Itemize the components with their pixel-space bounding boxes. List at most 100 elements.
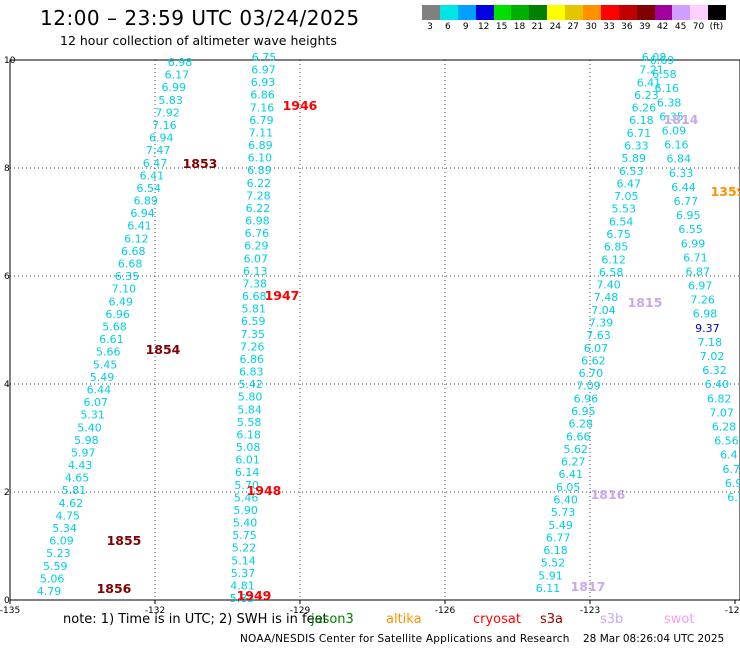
wave-height-value: 6.77	[546, 531, 571, 544]
wave-height-value: 6.47	[617, 177, 642, 190]
wave-height-value: 6.41	[637, 76, 662, 89]
wave-height-value: 7.05	[614, 190, 639, 203]
pass-time-label: 1855	[107, 533, 142, 548]
wave-height-value: 4.79	[37, 585, 62, 598]
wave-height-value: 6.71	[627, 127, 652, 140]
wave-height-value: 6.68	[242, 290, 267, 303]
wave-height-value: 6.47	[143, 157, 168, 170]
wave-height-value: 5.37	[231, 567, 256, 580]
map-subtitle: 12 hour collection of altimeter wave hei…	[60, 33, 337, 48]
lon-tick-label: -123	[580, 606, 600, 616]
legend-label: 33	[603, 22, 615, 32]
wave-height-value: 7.26	[240, 340, 265, 353]
wave-height-value: 5.98	[74, 434, 99, 447]
wave-height-value: 6.27	[561, 456, 586, 469]
legend-swatch	[511, 5, 530, 20]
legend-swatch	[565, 5, 584, 20]
wave-height-value: 6.09	[662, 124, 687, 137]
wave-height-value: 5.40	[233, 517, 258, 530]
lon-tick-label: -132	[145, 606, 165, 616]
wave-height-value: 5.75	[232, 529, 257, 542]
wave-height-value: 6.23	[634, 89, 659, 102]
wave-height-value: 5.73	[551, 506, 576, 519]
pass-time-label: 1946	[283, 98, 318, 113]
legend-swatch	[457, 5, 476, 20]
wave-height-value: 7.21	[639, 64, 664, 77]
wave-height-value: 6.07	[584, 342, 609, 355]
satellite-legend-cryosat: cryosat	[473, 612, 521, 627]
pass-time-label: 1856	[97, 581, 132, 596]
wave-height-value: 5.97	[71, 446, 96, 459]
wave-height-value: 7.48	[594, 291, 619, 304]
pass-time-label: 1359	[711, 184, 740, 199]
legend-swatch	[529, 5, 548, 20]
map-frame	[9, 59, 740, 601]
wave-height-value: 7.28	[246, 189, 271, 202]
wave-height-value: 6.49	[108, 295, 133, 308]
wave-height-value: 6.85	[604, 241, 629, 254]
wave-height-value: 7.16	[250, 101, 275, 114]
wave-height-value: 6.62	[581, 354, 606, 367]
wave-height-value: 6.56	[714, 435, 739, 448]
legend-swatch	[547, 5, 566, 20]
wave-height-value: 5.70	[234, 479, 259, 492]
wave-height-value: 6.99	[162, 81, 187, 94]
wave-height-value: 6.58	[652, 68, 677, 81]
wave-height-value: 5.58	[237, 416, 262, 429]
lat-tick-label: 4	[4, 380, 10, 390]
wave-height-value: 6.9	[725, 477, 740, 490]
legend-label: 9	[462, 22, 469, 32]
wave-height-value: 5.22	[232, 542, 257, 555]
legend-swatch	[493, 5, 512, 20]
lon-tick-label: -126	[435, 606, 456, 616]
footer-date: 28 Mar 08:26:04 UTC 2025	[583, 633, 725, 645]
lat-tick-label: 8	[4, 164, 10, 174]
wave-height-value: 6.87	[686, 265, 711, 278]
wave-height-value: 6.41	[558, 468, 583, 481]
wave-height-value: 7.18	[697, 336, 722, 349]
wave-height-value: 6.33	[624, 140, 649, 153]
legend-label: 42	[656, 22, 669, 32]
wave-height-value: 6.28	[569, 418, 594, 431]
wave-height-value: 7.92	[155, 106, 180, 119]
wave-height-value: 6.01	[235, 454, 260, 467]
legend-label: 12	[477, 22, 490, 32]
wave-height-value: 5.91	[538, 569, 563, 582]
wave-height-value: 6.5	[727, 491, 740, 504]
pass-time-label: 1816	[591, 487, 626, 502]
wave-height-value: 6.10	[248, 152, 273, 165]
wave-height-value: 5.83	[158, 94, 183, 107]
wave-height-value: 5.81	[62, 484, 87, 497]
wave-height-value: 6.32	[702, 364, 727, 377]
pass-time-label: 1948	[247, 483, 282, 498]
wave-height-value: 6.38	[657, 96, 682, 109]
wave-height-value: 5.06	[40, 572, 65, 585]
wave-height-value: 5.62	[564, 443, 589, 456]
footer-credit: NOAA/NESDIS Center for Satellite Applica…	[240, 633, 570, 645]
wave-height-value: 6.53	[619, 165, 644, 178]
wave-height-value: 6.86	[250, 89, 275, 102]
wave-height-value: 6.58	[599, 266, 624, 279]
pass-time-label: 1853	[183, 156, 218, 171]
wave-height-value: 7.16	[152, 119, 177, 132]
wave-height-value: 6.86	[239, 353, 264, 366]
wave-height-value: 5.81	[242, 303, 267, 316]
legend-swatch	[672, 5, 691, 20]
wave-height-value: 7.09	[576, 380, 601, 393]
wave-height-value: 5.68	[102, 321, 127, 334]
wave-height-value: 4.43	[68, 459, 93, 472]
wave-height-value: 6.12	[601, 253, 626, 266]
wave-height-value: 6.18	[543, 544, 568, 557]
legend-label: 18	[513, 22, 526, 32]
wave-height-value: 5.84	[237, 403, 262, 416]
wave-height-value: 6.89	[133, 195, 158, 208]
wave-height-value: 5.46	[234, 491, 259, 504]
wave-height-value: 6.09	[49, 535, 74, 548]
wave-height-value: 5.80	[238, 391, 263, 404]
legend-label: 15	[495, 22, 508, 32]
wave-height-value: 6.96	[574, 392, 599, 405]
legend-label: 3	[427, 22, 433, 32]
wave-height-value: 7.11	[249, 126, 274, 139]
legend-swatch	[636, 5, 655, 20]
legend-swatch	[439, 5, 458, 20]
